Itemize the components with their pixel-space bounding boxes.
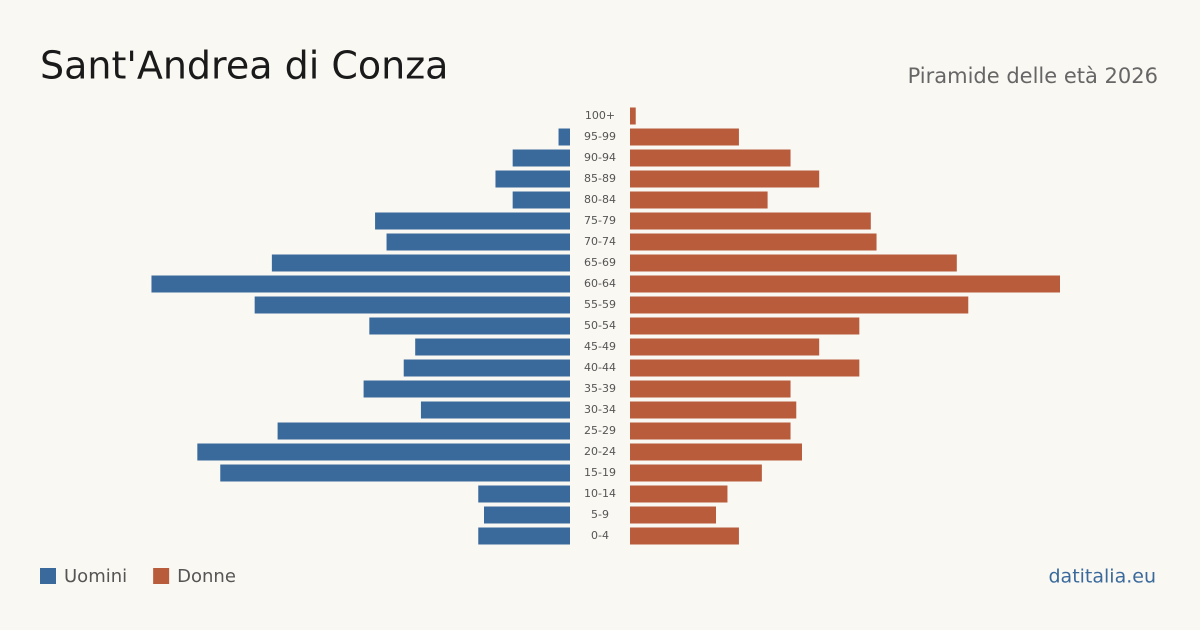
bar — [630, 485, 728, 503]
bar — [630, 233, 877, 251]
category-label: 75-79 — [584, 214, 616, 227]
category-label: 40-44 — [584, 361, 616, 374]
bar — [220, 464, 570, 482]
bar — [512, 149, 570, 167]
category-label: 10-14 — [584, 487, 616, 500]
bar — [363, 380, 570, 398]
legend-label: Donne — [177, 566, 236, 587]
category-label: 95-99 — [584, 130, 616, 143]
bar — [197, 443, 571, 461]
bar — [630, 149, 791, 167]
bar — [415, 338, 570, 356]
bar — [630, 443, 802, 461]
bar — [254, 296, 570, 314]
bar — [630, 275, 1060, 293]
category-label: 0-4 — [591, 529, 609, 542]
bar — [369, 317, 570, 335]
bar — [630, 170, 820, 188]
bar — [630, 380, 791, 398]
category-label: 30-34 — [584, 403, 616, 416]
bar — [630, 359, 860, 377]
bar — [630, 107, 636, 125]
category-label: 55-59 — [584, 298, 616, 311]
bar — [630, 191, 768, 209]
category-label: 90-94 — [584, 151, 616, 164]
source: datitalia.eu — [1049, 566, 1157, 588]
bar — [403, 359, 570, 377]
category-label: 20-24 — [584, 445, 616, 458]
category-label: 85-89 — [584, 172, 616, 185]
category-label: 100+ — [585, 109, 615, 122]
bar — [375, 212, 570, 230]
bar — [630, 338, 820, 356]
bar — [495, 170, 570, 188]
bar — [630, 422, 791, 440]
bar — [420, 401, 570, 419]
bar — [630, 464, 762, 482]
bar — [386, 233, 570, 251]
legend-swatch — [153, 568, 170, 584]
bar — [271, 254, 570, 272]
category-label: 65-69 — [584, 256, 616, 269]
bar — [630, 506, 716, 524]
category-label: 35-39 — [584, 382, 616, 395]
category-label: 15-19 — [584, 466, 616, 479]
category-label: 70-74 — [584, 235, 616, 248]
chart-subtitle: Piramide delle età 2026 — [908, 64, 1158, 88]
legend-label: Uomini — [64, 566, 127, 587]
category-label: 45-49 — [584, 340, 616, 353]
bar — [512, 191, 570, 209]
legend-swatch — [40, 568, 56, 584]
category-label: 5-9 — [591, 508, 609, 521]
bar — [478, 485, 570, 503]
category-label: 25-29 — [584, 424, 616, 437]
bar — [478, 527, 570, 545]
chart-title: Sant'Andrea di Conza — [40, 44, 448, 88]
bar — [630, 527, 739, 545]
bar — [151, 275, 570, 293]
bar — [630, 254, 957, 272]
bar — [630, 128, 739, 146]
category-label: 60-64 — [584, 277, 616, 290]
bar — [630, 401, 797, 419]
bar — [630, 212, 871, 230]
category-label: 50-54 — [584, 319, 616, 332]
bar — [277, 422, 570, 440]
bar — [484, 506, 570, 524]
bar — [558, 128, 570, 146]
bar — [630, 317, 860, 335]
bar — [630, 296, 969, 314]
category-label: 80-84 — [584, 193, 616, 206]
